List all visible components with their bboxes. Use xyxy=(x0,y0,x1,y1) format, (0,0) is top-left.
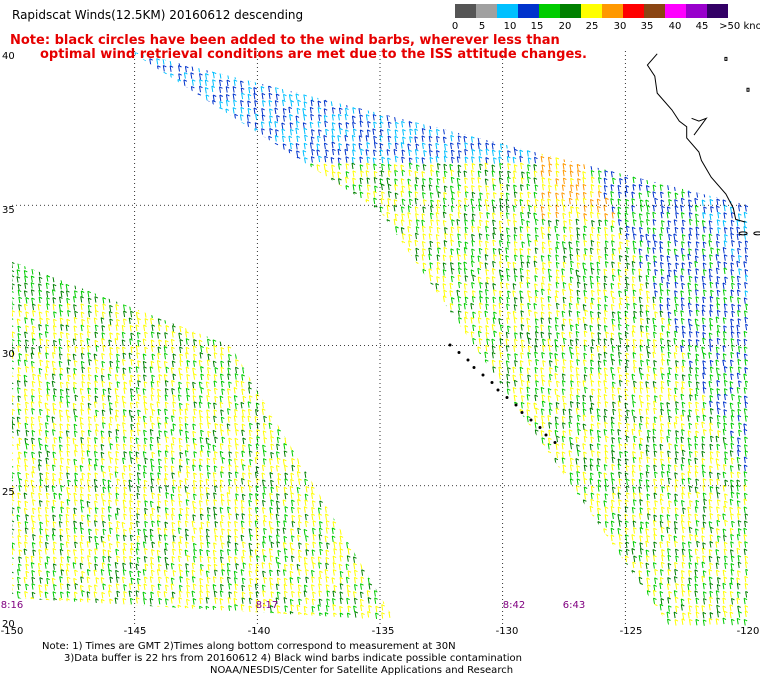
contamination-marker xyxy=(496,388,500,392)
footer-line-1: Note: 1) Times are GMT 2)Times along bot… xyxy=(42,641,456,652)
xtick-150: -150 xyxy=(0,626,24,637)
colorbar-swatch-6 xyxy=(581,4,602,18)
colorbar-label-9: 45 xyxy=(695,21,709,32)
time-label-4: 6:43 xyxy=(562,600,586,611)
colorbar-swatch-12 xyxy=(707,4,728,18)
colorbar-swatch-7 xyxy=(602,4,623,18)
xtick-130: -130 xyxy=(495,626,519,637)
time-label-1: 8:16 xyxy=(0,600,24,611)
contamination-marker xyxy=(466,358,470,362)
colorbar-label-0: 0 xyxy=(451,21,459,32)
time-label-3: 8:42 xyxy=(502,600,526,611)
ytick-30: 30 xyxy=(2,349,15,360)
colorbar-swatch-2 xyxy=(497,4,518,18)
note-line-1: Note: black circles have been added to t… xyxy=(10,33,560,48)
colorbar-label-1: 5 xyxy=(478,21,486,32)
colorbar-swatch-8 xyxy=(623,4,644,18)
contamination-marker xyxy=(529,418,533,422)
colorbar-label-7: 35 xyxy=(640,21,654,32)
contamination-marker xyxy=(490,381,494,384)
california-coastline xyxy=(646,53,746,223)
contamination-note: Note: black circles have been added to t… xyxy=(10,34,587,62)
footer-line-2: 3)Data buffer is 22 hrs from 20160612 4)… xyxy=(64,653,522,664)
footer-line-3: NOAA/NESDIS/Center for Satellite Applica… xyxy=(210,665,514,676)
xtick-120: -120 xyxy=(736,626,760,637)
contamination-marker xyxy=(514,403,518,407)
note-line-2: optimal wind retrieval conditions are me… xyxy=(40,47,587,62)
coastline xyxy=(646,53,760,236)
ytick-20: 20 xyxy=(2,619,15,630)
contamination-marker xyxy=(457,351,461,354)
colorbar-label-3: 15 xyxy=(530,21,544,32)
footer-notes: Note: 1) Times are GMT 2)Times along bot… xyxy=(0,641,760,677)
contamination-marker xyxy=(505,396,509,399)
xtick-140: -140 xyxy=(247,626,271,637)
contamination-marker xyxy=(520,411,524,414)
contamination-marker xyxy=(544,433,548,437)
colorbar-swatch-10 xyxy=(665,4,686,18)
contamination-marker xyxy=(448,343,452,347)
graticule xyxy=(12,51,748,626)
channel-island xyxy=(738,231,748,236)
ytick-25: 25 xyxy=(2,487,15,498)
colorbar-label-8: 40 xyxy=(668,21,682,32)
colorbar-swatch-11 xyxy=(686,4,707,18)
time-label-2: 8:17 xyxy=(255,600,279,611)
contamination-marker xyxy=(538,426,542,429)
inland-lake xyxy=(746,87,750,92)
sf-bay xyxy=(691,117,708,136)
colorbar-swatch-1 xyxy=(476,4,497,18)
xtick-125: -125 xyxy=(619,626,643,637)
colorbar-swatch-0 xyxy=(455,4,476,18)
channel-island xyxy=(753,231,760,236)
contamination-marker xyxy=(481,373,485,377)
colorbar-label-4: 20 xyxy=(558,21,572,32)
xtick-145: -145 xyxy=(123,626,147,637)
ytick-40: 40 xyxy=(2,51,15,62)
colorbar-label-6: 30 xyxy=(613,21,627,32)
colorbar-swatch-3 xyxy=(518,4,539,18)
colorbar-swatch-5 xyxy=(560,4,581,18)
colorbar-label-2: 10 xyxy=(503,21,517,32)
colorbar-label-5: 25 xyxy=(585,21,599,32)
colorbar-label-10: >50 knots xyxy=(719,21,760,32)
colorbar-swatch-4 xyxy=(539,4,560,18)
map-title: Rapidscat Winds(12.5KM) 20160612 descend… xyxy=(12,8,304,22)
contamination-marker xyxy=(553,441,557,444)
xtick-135: -135 xyxy=(371,626,395,637)
ytick-35: 35 xyxy=(2,205,15,216)
contamination-marker xyxy=(472,366,476,369)
inland-lake xyxy=(724,56,728,61)
colorbar-swatch-9 xyxy=(644,4,665,18)
